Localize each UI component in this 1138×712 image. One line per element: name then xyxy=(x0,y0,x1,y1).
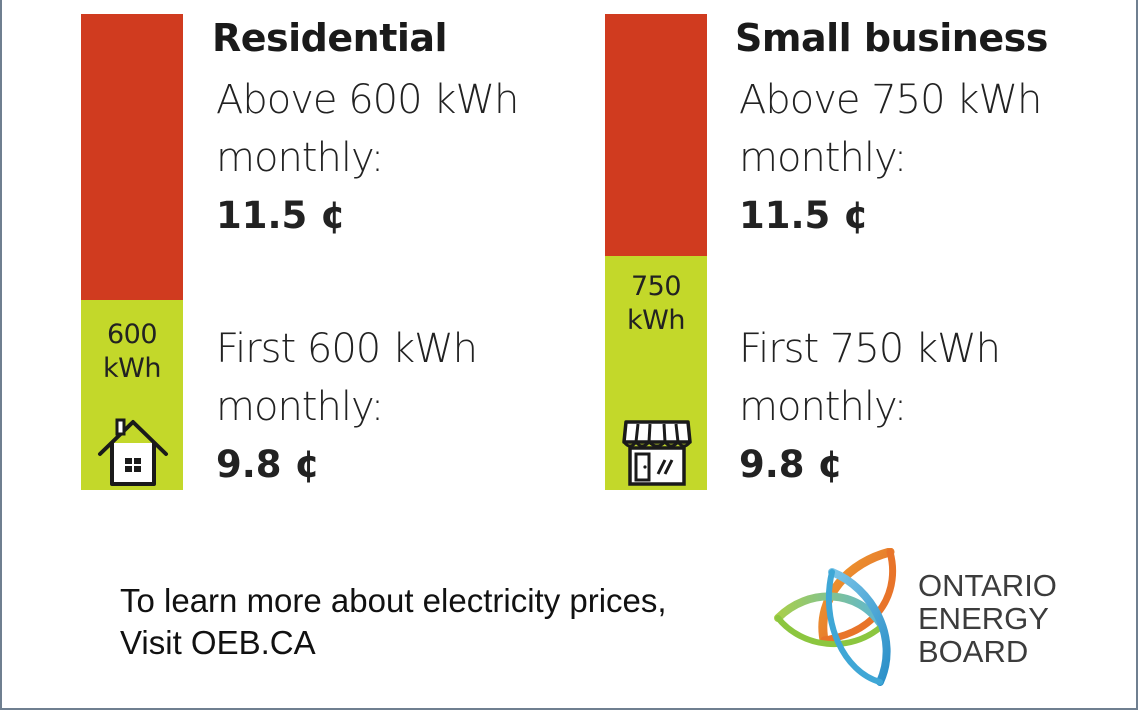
business-upper-price: 11.5 ¢ xyxy=(739,194,869,237)
business-lower-line1: First 750 kWh xyxy=(739,326,1001,372)
residential-upper-tier-bar xyxy=(81,14,183,300)
business-threshold-label: 750 kWh xyxy=(605,270,707,338)
oeb-logo-text: ONTARIO ENERGY BOARD xyxy=(918,569,1057,668)
business-upper-tier-text: Above 750 kWh monthly: 11.5 ¢ xyxy=(739,71,1042,245)
business-lower-price: 9.8 ¢ xyxy=(739,443,844,486)
storefront-icon xyxy=(622,420,692,486)
residential-lower-price: 9.8 ¢ xyxy=(216,443,321,486)
residential-threshold-unit: kWh xyxy=(103,353,161,384)
business-upper-line1: Above 750 kWh xyxy=(739,77,1042,123)
business-lower-tier-text: First 750 kWh monthly: 9.8 ¢ xyxy=(739,320,1001,494)
residential-heading: Residential xyxy=(212,16,448,60)
oeb-logo-icon xyxy=(774,548,897,686)
oeb-logo-line2: ENERGY xyxy=(918,601,1049,636)
oeb-logo-line3: BOARD xyxy=(918,634,1029,669)
business-threshold-value: 750 xyxy=(630,271,682,302)
business-lower-line2: monthly: xyxy=(739,384,907,430)
footer-website[interactable]: Visit OEB.CA xyxy=(120,624,316,661)
footer-learn-more: To learn more about electricity prices, xyxy=(120,582,667,619)
residential-upper-price: 11.5 ¢ xyxy=(216,194,346,237)
business-heading: Small business xyxy=(735,16,1048,60)
residential-upper-line1: Above 600 kWh xyxy=(216,77,519,123)
residential-lower-line1: First 600 kWh xyxy=(216,326,478,372)
oeb-logo-line1: ONTARIO xyxy=(918,568,1057,603)
business-upper-tier-bar xyxy=(605,14,707,256)
business-threshold-unit: kWh xyxy=(627,305,685,336)
residential-lower-line2: monthly: xyxy=(216,384,384,430)
business-upper-line2: monthly: xyxy=(739,135,907,181)
residential-threshold-value: 600 xyxy=(106,319,158,350)
house-icon xyxy=(98,418,168,486)
residential-upper-tier-text: Above 600 kWh monthly: 11.5 ¢ xyxy=(216,71,519,245)
residential-lower-tier-text: First 600 kWh monthly: 9.8 ¢ xyxy=(216,320,478,494)
residential-threshold-label: 600 kWh xyxy=(81,318,183,386)
residential-upper-line2: monthly: xyxy=(216,135,384,181)
